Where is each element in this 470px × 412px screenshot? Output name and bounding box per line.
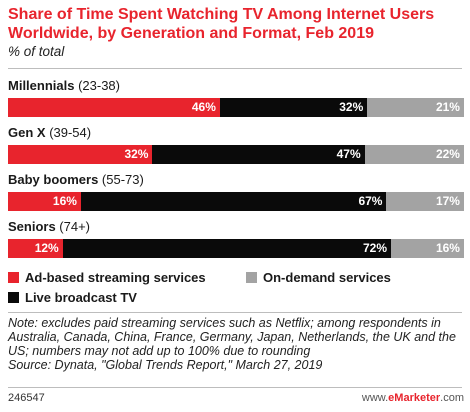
bar-segment [391,239,464,258]
chart-subtitle: % of total [8,44,65,59]
bar-segment [8,145,153,164]
brand-name: eMarketer [388,392,441,404]
legend-swatch-ad-based [8,272,19,283]
bar-segment [62,239,392,258]
legend-item-on-demand: On-demand services [246,270,391,285]
bar-segment [364,145,464,164]
data-label: 67% [358,194,383,208]
category-range: (23-38) [74,78,120,93]
data-label: 72% [363,241,388,255]
data-label: 46% [191,100,216,114]
data-label: 12% [34,241,59,255]
category-label: Millennials (23-38) [8,78,120,93]
category-name: Baby boomers [8,172,99,187]
chart-title: Share of Time Spent Watching TV Among In… [8,6,435,42]
top-divider [8,68,462,69]
legend-label-ad-based: Ad-based streaming services [25,270,206,285]
category-range: (74+) [55,219,91,234]
legend-item-ad-based: Ad-based streaming services [8,270,206,285]
legend-item-live-broadcast: Live broadcast TV [8,290,137,305]
legend: Ad-based streaming services On-demand se… [8,270,464,310]
source-text: Source: Dynata, "Global Trends Report," … [8,358,323,372]
category-label: Gen X (39-54) [8,125,91,140]
category-range: (39-54) [45,125,92,140]
data-label: 47% [336,147,361,161]
data-label: 32% [124,147,149,161]
category-name: Seniors [8,219,56,234]
category-range: (55-73) [98,172,144,187]
data-label: 17% [435,194,460,208]
data-label: 16% [52,194,77,208]
bottom-divider [8,387,462,388]
stacked-bar-chart: Millennials (23-38) 46% 32% 21% Gen X (39-54… [8,78,464,262]
bar-segment [386,192,464,211]
bar-segment [219,98,368,117]
category-label: Baby boomers (55-73) [8,172,144,187]
chart-id: 246547 [8,392,45,404]
legend-swatch-on-demand [246,272,257,283]
emarketer-logo: www.eMarketer.com [362,392,464,404]
brand-prefix: www. [361,392,389,404]
footnote: Note: excludes paid streaming services s… [8,316,464,372]
data-label: 22% [435,147,460,161]
bar-segment [8,192,81,211]
category-name: Millennials [8,78,75,93]
note-divider [8,312,462,313]
bar-segment [80,192,387,211]
data-label: 16% [435,241,460,255]
category-label: Seniors (74+) [8,219,90,234]
bar-segment [8,239,63,258]
category-name: Gen X [8,125,46,140]
data-label: 32% [339,100,364,114]
bar-segment [367,98,464,117]
legend-label-on-demand: On-demand services [263,270,391,285]
note-text: Note: excludes paid streaming services s… [8,316,456,358]
brand-suffix: .com [440,392,464,404]
bar-segment [8,98,220,117]
data-label: 21% [435,100,460,114]
bar-segment [152,145,365,164]
legend-label-live-broadcast: Live broadcast TV [25,290,137,305]
legend-swatch-live-broadcast [8,292,19,303]
